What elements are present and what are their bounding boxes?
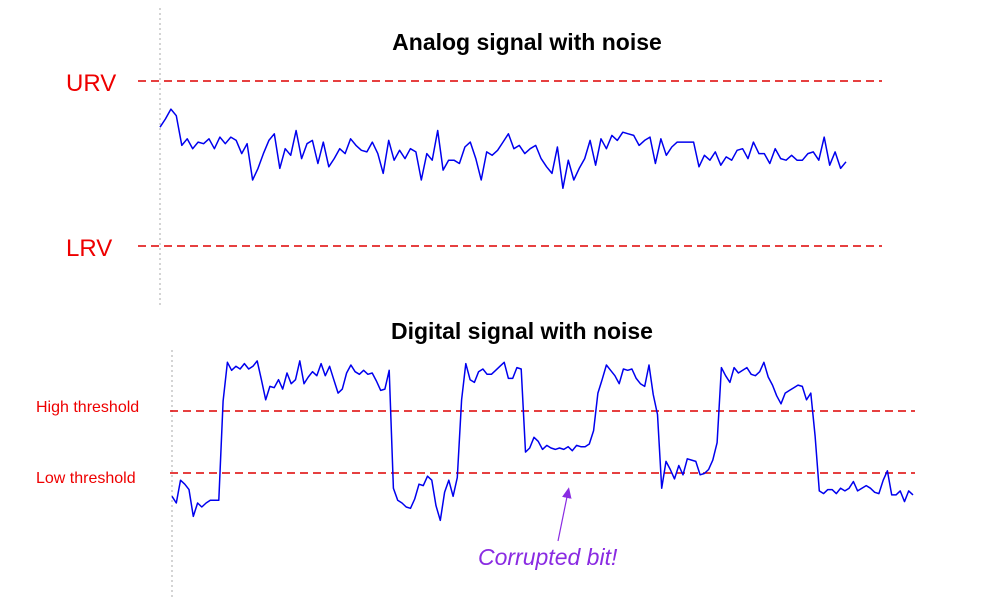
- corrupted-bit-arrow: [557, 487, 572, 542]
- analog-title: Analog signal with noise: [392, 29, 662, 55]
- digital-signal-trace: [171, 360, 914, 522]
- low-threshold-label: Low threshold: [36, 470, 136, 487]
- digital-panel: Digital signal with noise High threshold…: [36, 318, 915, 600]
- analog-signal-trace: [159, 108, 847, 190]
- corrupted-bit-annotation: Corrupted bit!: [478, 544, 618, 570]
- lrv-label: LRV: [66, 235, 112, 262]
- high-threshold-label: High threshold: [36, 399, 139, 416]
- analog-panel: Analog signal with noise URV LRV: [66, 8, 882, 308]
- urv-label: URV: [66, 70, 116, 97]
- digital-title: Digital signal with noise: [391, 318, 653, 344]
